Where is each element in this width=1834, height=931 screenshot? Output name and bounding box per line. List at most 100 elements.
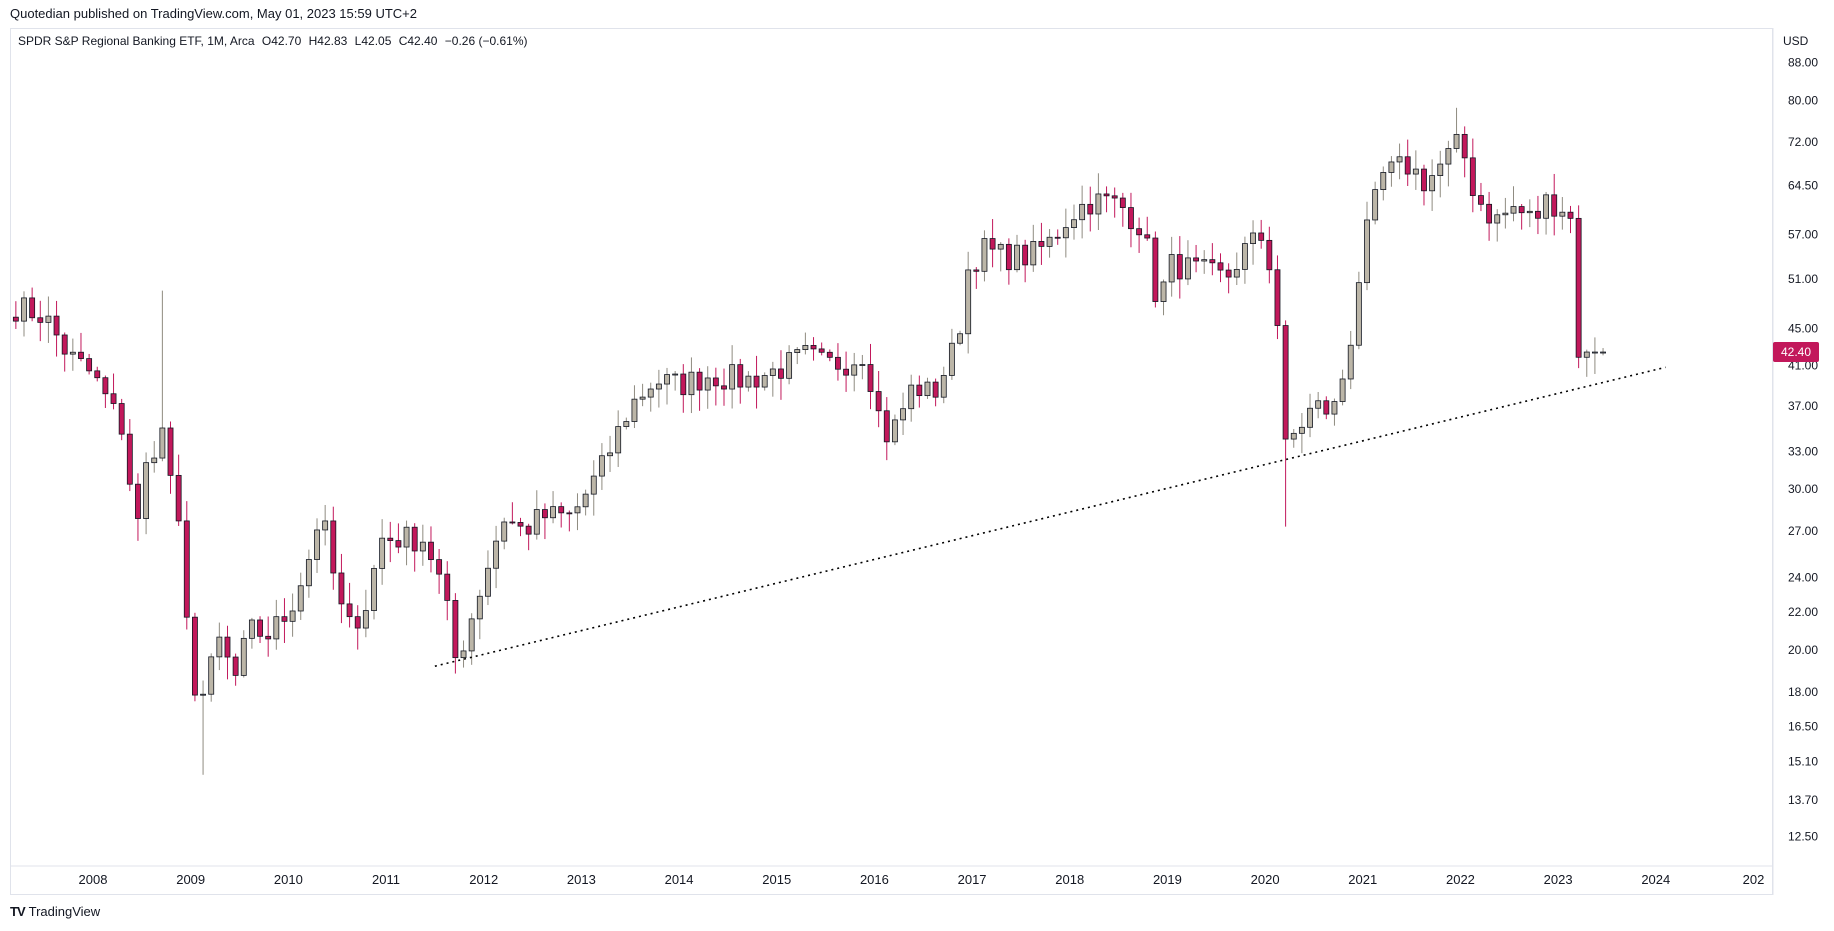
candle-body: [696, 371, 703, 391]
candle-body: [159, 427, 166, 459]
candle-body: [672, 373, 679, 376]
candle-body: [997, 243, 1004, 250]
candle-body: [778, 368, 784, 379]
price-tick-label: 51.00: [1788, 272, 1818, 286]
candle-body: [1201, 259, 1208, 262]
ohlc-close: C42.40: [398, 34, 438, 48]
time-tick-label: 2023: [1544, 872, 1573, 887]
candle-body: [216, 636, 223, 658]
candle-body: [468, 618, 475, 652]
candle-body: [721, 385, 727, 390]
candle-body: [859, 364, 866, 366]
candle-body: [1185, 257, 1191, 280]
candle-body: [371, 568, 377, 611]
candle-body: [1453, 133, 1460, 149]
candle-body: [1437, 163, 1444, 176]
candle-body: [322, 520, 329, 531]
price-tick-label: 15.10: [1788, 754, 1818, 768]
price-tick-label: 24.00: [1788, 571, 1818, 585]
tradingview-logo-icon: TV: [10, 904, 26, 919]
candle-body: [1461, 133, 1468, 159]
time-tick-label: 2018: [1055, 872, 1084, 887]
candle-body: [1518, 206, 1525, 214]
candle-body: [924, 381, 931, 397]
price-axis[interactable]: 88.0080.0072.0064.5057.0051.0045.0041.00…: [1788, 56, 1818, 844]
last-price-badge: 42.40: [1773, 342, 1819, 363]
support-trendline[interactable]: [434, 366, 1666, 667]
price-tick-label: 57.00: [1788, 228, 1818, 242]
candle-body: [1030, 241, 1037, 266]
candle-body: [29, 297, 36, 319]
candle-body: [1372, 189, 1379, 221]
candle-body: [1014, 244, 1020, 271]
candle-body: [1225, 269, 1232, 278]
candle-body: [1054, 236, 1061, 239]
candle-body: [1095, 193, 1102, 215]
candle-body: [102, 377, 109, 395]
candle-body: [200, 693, 206, 696]
candle-body: [1087, 203, 1094, 215]
candle-body: [1062, 227, 1069, 239]
price-tick-label: 45.00: [1788, 321, 1818, 335]
candle-body: [1005, 243, 1012, 271]
candle-body: [851, 364, 858, 376]
candle-body: [305, 559, 312, 587]
price-tick-label: 16.50: [1788, 719, 1818, 733]
price-tick-label: 20.00: [1788, 643, 1818, 657]
candle-body: [1567, 211, 1574, 219]
candle-body: [981, 238, 988, 272]
candle-body: [151, 457, 158, 464]
candle-body: [354, 616, 361, 629]
candle-body: [957, 333, 963, 344]
candle-body: [607, 452, 613, 457]
candle-body: [1144, 234, 1151, 239]
candle-body: [1038, 241, 1045, 247]
candle-body: [533, 509, 540, 535]
candle-body: [175, 474, 182, 522]
price-tick-label: 37.00: [1788, 399, 1818, 413]
time-tick-label: 2014: [665, 872, 694, 887]
time-tick-label: 2011: [372, 872, 400, 887]
candle-body: [1600, 351, 1606, 354]
candle-body: [794, 349, 801, 353]
candle-body: [1388, 161, 1395, 173]
candle-body: [1079, 203, 1086, 221]
candle-body: [501, 521, 508, 542]
time-tick-label: 2008: [79, 872, 108, 887]
candle-body: [485, 567, 491, 597]
ohlc-high: H42.83: [308, 34, 348, 48]
time-tick-label: 2010: [274, 872, 303, 887]
time-axis[interactable]: 2008 2009 2010 2011 2012 2013 2014 2015 2016 2017…: [79, 872, 1765, 887]
candle-body: [118, 403, 125, 435]
candle-body: [94, 370, 101, 379]
time-tick-label: 2019: [1153, 872, 1182, 887]
candle-body: [623, 421, 630, 427]
price-tick-label: 27.00: [1788, 524, 1818, 538]
candle-body: [509, 521, 516, 524]
candle-body: [257, 619, 263, 637]
candle-body: [224, 636, 231, 658]
ohlc-open: O42.70: [261, 34, 302, 48]
candle-body: [1241, 243, 1248, 270]
candle-body: [1290, 432, 1297, 440]
candle-body: [1119, 197, 1126, 208]
candle-body: [1510, 206, 1517, 214]
candle-body: [338, 572, 345, 605]
candle-body: [330, 520, 337, 574]
candle-body: [1502, 212, 1509, 216]
ohlc-low: L42.05: [354, 34, 392, 48]
candle-body: [916, 384, 923, 397]
candle-body: [126, 433, 133, 485]
candle-body: [1575, 217, 1582, 358]
candle-body: [110, 393, 117, 404]
currency-label[interactable]: USD: [1783, 34, 1809, 48]
candle-body: [566, 512, 573, 515]
tradingview-brand[interactable]: TV TradingView: [10, 904, 100, 919]
candle-body: [948, 342, 955, 376]
candle-body: [769, 368, 776, 376]
brand-name: TradingView: [28, 904, 101, 919]
candle-body: [21, 297, 27, 322]
candle-body: [1355, 282, 1362, 346]
